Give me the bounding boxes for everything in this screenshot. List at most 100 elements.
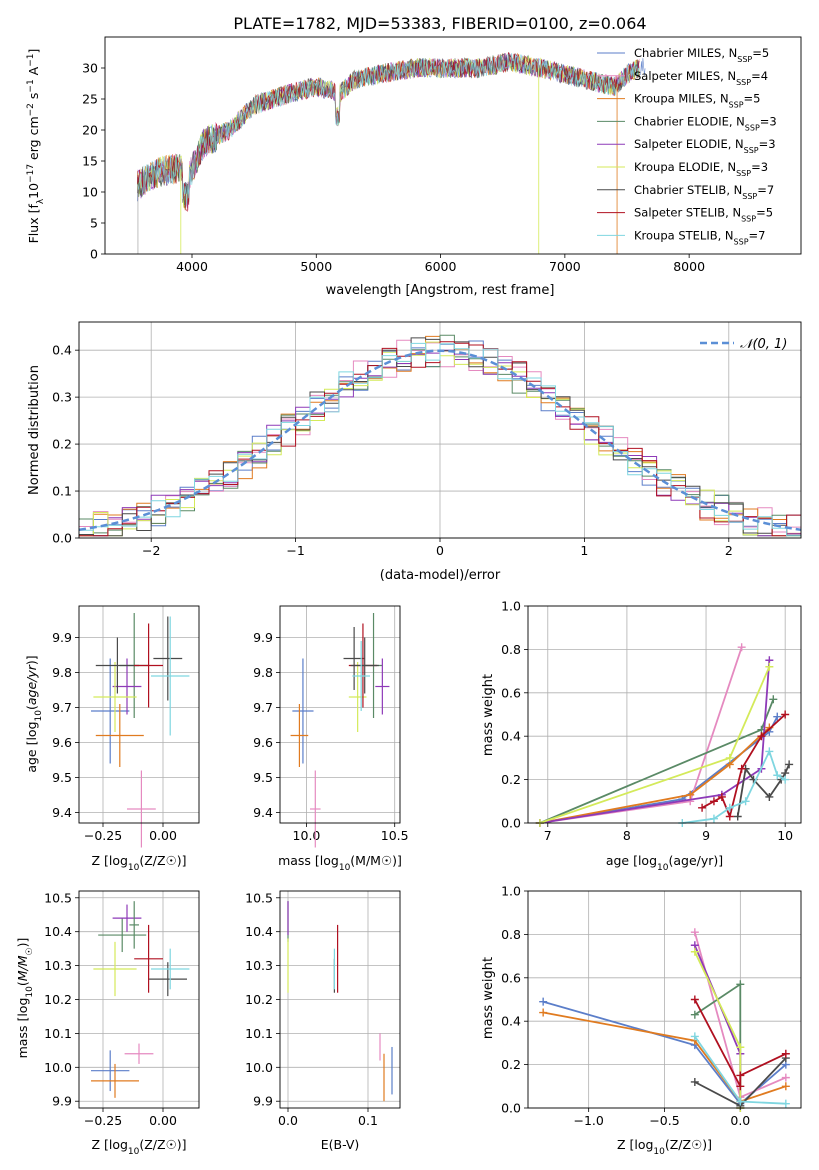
legend-label: Kroupa ELODIE, NSSP=3 bbox=[634, 160, 768, 178]
weight-series bbox=[690, 995, 790, 1091]
x-tick-label: 0 bbox=[436, 543, 444, 558]
weight-line bbox=[539, 660, 771, 824]
x-tick-label: 0.1 bbox=[358, 1113, 378, 1128]
error-bar-point bbox=[112, 904, 142, 932]
legend-label: Salpeter MILES, NSSP=4 bbox=[634, 69, 768, 87]
y-tick-label: 0.6 bbox=[501, 685, 521, 700]
x-axis-label: Z [log10(Z/Z☉)] bbox=[91, 853, 186, 873]
legend-label: Salpeter ELODIE, NSSP=3 bbox=[634, 137, 776, 155]
weight-metallicity-panel: −1.0 −0.5 0.0 0.0 0.2 0.4 0.6 0.8 1.0 Z [log10(Z/… bbox=[501, 884, 802, 1157]
axes-frame bbox=[104, 36, 802, 255]
y-tick-label: 0.0 bbox=[501, 1101, 521, 1116]
weight-series bbox=[535, 662, 774, 827]
weight-marker bbox=[769, 695, 778, 704]
weight-marker bbox=[781, 1099, 790, 1108]
x-tick-label: 0.00 bbox=[149, 1113, 177, 1128]
x-tick-label: 10 bbox=[777, 828, 793, 843]
plot-area bbox=[535, 643, 794, 827]
weight-marker bbox=[737, 764, 746, 773]
weight-marker bbox=[690, 1010, 699, 1019]
residual-plot: −2 −1 0 1 2 0.0 0.1 0.2 0.3 0.4 bbox=[52, 321, 802, 558]
normal-reference-curve bbox=[78, 349, 802, 532]
y-tick-label: 10.2 bbox=[245, 992, 273, 1007]
grid-lines bbox=[79, 606, 199, 823]
weight-marker bbox=[698, 803, 707, 812]
weight-series bbox=[690, 941, 745, 1112]
legend-label: Chabrier MILES, NSSP=5 bbox=[634, 46, 769, 64]
y-tick-label: 10.5 bbox=[44, 890, 72, 905]
axes-frame bbox=[527, 605, 802, 824]
y-tick-label: 20 bbox=[82, 123, 98, 138]
y-tick-label: 15 bbox=[82, 154, 98, 169]
x-tick-label: −0.5 bbox=[649, 1113, 679, 1128]
weight-marker bbox=[717, 792, 726, 801]
x-tick-label: −1.0 bbox=[573, 1113, 603, 1128]
y-tick-label: 9.6 bbox=[52, 735, 72, 750]
y-tick-label: 10.1 bbox=[44, 1026, 72, 1041]
y-tick-label: 9.4 bbox=[253, 805, 273, 820]
plot-area bbox=[290, 613, 390, 848]
error-bar-point bbox=[95, 704, 144, 767]
weight-marker bbox=[757, 732, 766, 741]
y-tick-label: 9.7 bbox=[52, 700, 72, 715]
error-bar-point bbox=[151, 616, 190, 736]
weight-line bbox=[693, 944, 742, 1108]
x-axis-label: mass [log10(M/M☉)] bbox=[278, 853, 402, 873]
weight-marker bbox=[725, 753, 734, 762]
error-bar-point bbox=[292, 658, 314, 764]
legend-label: Kroupa MILES, NSSP=5 bbox=[634, 92, 760, 110]
x-tick-label: −0.25 bbox=[84, 828, 122, 843]
y-tick-label: 9.7 bbox=[253, 700, 273, 715]
plot-area bbox=[78, 334, 802, 537]
error-bar-point bbox=[129, 901, 139, 949]
y-tick-label: 0 bbox=[90, 247, 98, 262]
age-metallicity-ylabel: age [log10(age/yr)] bbox=[24, 655, 44, 772]
weight-marker bbox=[725, 803, 734, 812]
x-tick-label: 10.0 bbox=[293, 828, 321, 843]
y-tick-label: 0.4 bbox=[52, 343, 72, 358]
error-bar-point bbox=[148, 962, 187, 997]
spectrum-legend: Chabrier MILES, NSSP=5 Salpeter MILES, NS… bbox=[597, 46, 777, 246]
weight-series bbox=[535, 695, 778, 827]
y-tick-label: 10.1 bbox=[245, 1026, 273, 1041]
y-tick-label: 10.2 bbox=[44, 992, 72, 1007]
spectrum-ylabel: Flux [fλ10−17 erg cm−2 s−1 A−1] bbox=[26, 49, 46, 244]
y-tick-label: 10.3 bbox=[44, 958, 72, 973]
x-tick-label: 8 bbox=[623, 828, 631, 843]
x-tick-label: 0.0 bbox=[730, 1113, 750, 1128]
residual-panel: −2 −1 0 1 2 0.0 0.1 0.2 0.3 0.4 (data-model)/erro… bbox=[27, 321, 802, 583]
x-tick-label: 8000 bbox=[673, 259, 705, 274]
y-tick-label: 9.5 bbox=[52, 770, 72, 785]
plot-area bbox=[539, 928, 790, 1112]
plot-area bbox=[91, 613, 190, 848]
weight-marker bbox=[741, 797, 750, 806]
weight-line bbox=[539, 726, 770, 824]
weight-marker bbox=[737, 643, 746, 652]
y-tick-label: 0.8 bbox=[501, 642, 521, 657]
error-bar-point bbox=[151, 948, 190, 990]
y-tick-label: 30 bbox=[82, 61, 98, 76]
y-tick-label: 9.8 bbox=[52, 665, 72, 680]
plot-area bbox=[287, 901, 393, 1102]
weight-marker bbox=[709, 814, 718, 823]
error-bar-point bbox=[93, 662, 137, 732]
x-axis-label: Z [log10(Z/Z☉)] bbox=[617, 1137, 712, 1157]
weight-marker bbox=[781, 710, 790, 719]
y-tick-label: 9.6 bbox=[253, 735, 273, 750]
x-tick-label: 7 bbox=[544, 828, 552, 843]
y-tick-label: 0.4 bbox=[501, 1014, 521, 1029]
y-tick-label: 0.0 bbox=[501, 816, 521, 831]
weight-series bbox=[690, 1032, 790, 1108]
y-tick-label: 9.8 bbox=[253, 665, 273, 680]
axes-frame bbox=[279, 605, 401, 824]
error-bar-point bbox=[91, 1063, 139, 1098]
weight-age-panel: 7 8 9 10 0.0 0.2 0.4 0.6 0.8 1.0 age [log10(age/yr… bbox=[501, 599, 802, 873]
y-tick-label: 9.5 bbox=[253, 770, 273, 785]
plot-area bbox=[91, 901, 190, 1098]
weight-marker bbox=[736, 1082, 745, 1091]
legend-label: Salpeter STELIB, NSSP=5 bbox=[634, 206, 773, 224]
y-tick-label: 1.0 bbox=[501, 599, 521, 614]
x-tick-label: 9 bbox=[702, 828, 710, 843]
x-tick-label: 10.5 bbox=[381, 828, 409, 843]
